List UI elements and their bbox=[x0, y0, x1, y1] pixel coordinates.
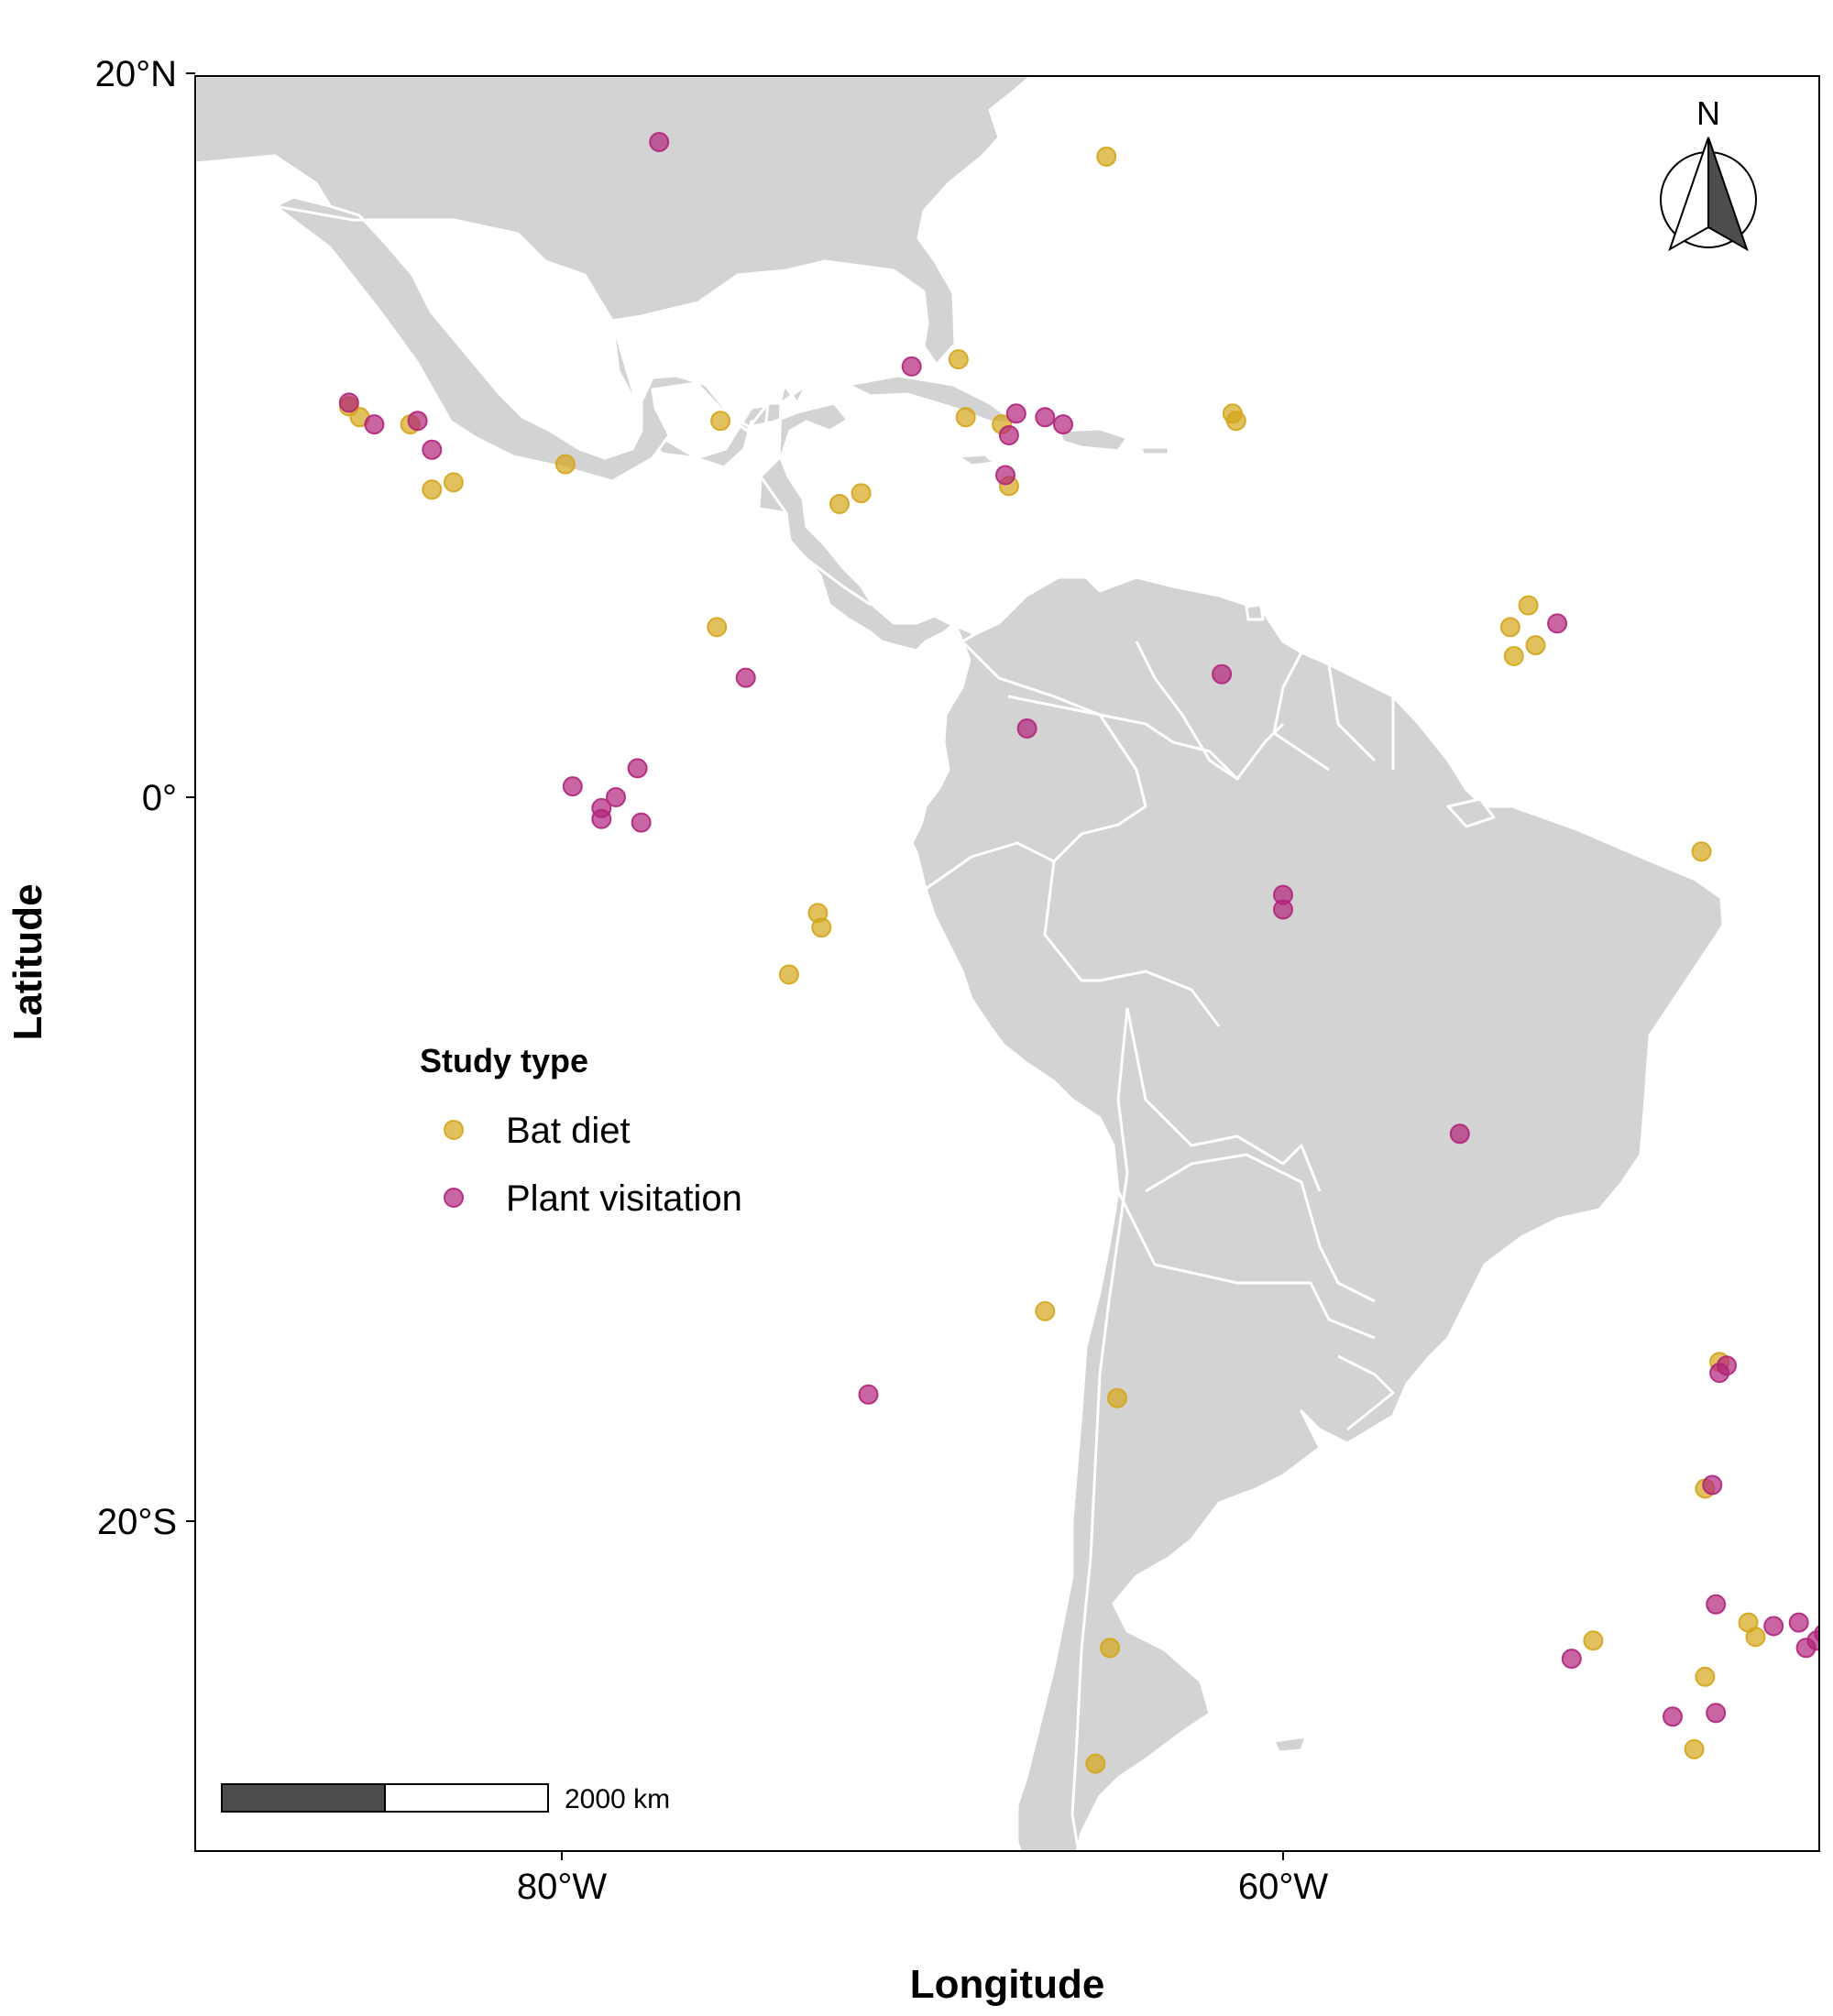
point-bat-diet bbox=[422, 479, 443, 500]
point-plant-visitation bbox=[649, 132, 670, 152]
point-bat-diet bbox=[710, 411, 731, 432]
scale-bar-label: 2000 km bbox=[565, 1784, 670, 1814]
point-bat-diet bbox=[135, 205, 153, 224]
point-bat-diet bbox=[1695, 1666, 1716, 1687]
y-tick-label: 20°S bbox=[97, 1502, 177, 1542]
country-borders bbox=[274, 204, 1395, 1851]
point-bat-diet bbox=[1225, 411, 1246, 432]
point-bat-diet bbox=[443, 472, 464, 493]
y-axis-title: Latitude bbox=[5, 883, 50, 1040]
point-bat-diet bbox=[811, 917, 832, 938]
point-bat-diet bbox=[1100, 1638, 1121, 1659]
point-plant-visitation bbox=[1788, 1612, 1809, 1633]
point-plant-visitation bbox=[1814, 1624, 1819, 1643]
point-bat-diet bbox=[829, 494, 850, 514]
point-bat-diet bbox=[1525, 635, 1546, 656]
point-bat-diet bbox=[1085, 1753, 1106, 1774]
point-bat-diet bbox=[1499, 617, 1520, 638]
point-plant-visitation bbox=[998, 425, 1019, 445]
point-bat-diet bbox=[1684, 1738, 1705, 1759]
point-plant-visitation bbox=[338, 392, 359, 413]
point-bat-diet bbox=[1107, 1387, 1127, 1408]
point-plant-visitation bbox=[1706, 1594, 1727, 1615]
point-plant-visitation bbox=[631, 812, 652, 833]
point-plant-visitation bbox=[1035, 407, 1056, 428]
point-plant-visitation bbox=[606, 787, 626, 807]
legend-title: Study type bbox=[420, 1042, 588, 1079]
point-plant-visitation bbox=[901, 356, 922, 377]
point-bat-diet bbox=[778, 964, 799, 985]
point-bat-diet bbox=[955, 407, 976, 428]
scale-bar: 2000 km bbox=[221, 1783, 670, 1814]
point-plant-visitation bbox=[1663, 1706, 1683, 1727]
point-bat-diet bbox=[1518, 595, 1539, 616]
point-bat-diet bbox=[851, 483, 872, 504]
point-bat-diet bbox=[1503, 646, 1524, 666]
points-layer bbox=[16, 115, 1819, 1774]
point-plant-visitation bbox=[364, 414, 385, 435]
point-plant-visitation bbox=[1763, 1616, 1784, 1637]
south-america-landmass bbox=[910, 575, 1725, 1851]
point-plant-visitation bbox=[1561, 1649, 1582, 1670]
point-plant-visitation bbox=[407, 411, 428, 432]
x-tick-label: 60°W bbox=[1238, 1867, 1328, 1907]
puerto-rico-island bbox=[1139, 445, 1170, 456]
point-bat-diet bbox=[554, 454, 576, 475]
point-plant-visitation bbox=[422, 439, 443, 460]
point-bat-diet bbox=[948, 349, 969, 370]
point-bat-diet bbox=[707, 617, 728, 638]
point-plant-visitation bbox=[1212, 663, 1233, 685]
scale-bar-light-segment bbox=[384, 1783, 549, 1813]
point-bat-diet bbox=[1691, 841, 1712, 862]
point-plant-visitation bbox=[1273, 899, 1293, 920]
x-axis-title: Longitude bbox=[910, 1962, 1105, 2007]
north-arrow-right-half-icon bbox=[1707, 137, 1749, 252]
point-plant-visitation bbox=[1547, 613, 1568, 634]
point-plant-visitation bbox=[1706, 1703, 1727, 1724]
point-plant-visitation bbox=[858, 1384, 879, 1405]
legend-label-bat-diet: Bat diet bbox=[506, 1111, 631, 1151]
point-plant-visitation bbox=[1702, 1474, 1723, 1496]
scale-bar-dark-segment bbox=[221, 1783, 386, 1813]
point-plant-visitation bbox=[1717, 1355, 1737, 1376]
x-axis: 120°W100°W80°W60°W40°W bbox=[517, 1851, 1328, 1907]
point-plant-visitation bbox=[562, 776, 583, 797]
x-tick-label: 80°W bbox=[517, 1867, 607, 1907]
jamaica-island bbox=[956, 453, 996, 467]
point-plant-visitation bbox=[1016, 718, 1037, 739]
point-bat-diet bbox=[1745, 1627, 1766, 1648]
y-tick-label: 0° bbox=[142, 778, 177, 818]
legend: Study type Bat diet Plant visitation bbox=[420, 1042, 742, 1219]
point-plant-visitation bbox=[627, 758, 648, 779]
north-arrow: N bbox=[1660, 94, 1757, 252]
marajo-island bbox=[1446, 797, 1496, 828]
point-bat-diet bbox=[1096, 146, 1117, 167]
y-tick-label: 20°N bbox=[95, 54, 177, 94]
point-plant-visitation bbox=[591, 808, 612, 829]
trinidad-island bbox=[1245, 603, 1265, 621]
point-plant-visitation bbox=[1053, 414, 1073, 435]
legend-swatch-bat-diet bbox=[444, 1120, 464, 1140]
falkland-islands bbox=[1272, 1735, 1308, 1754]
point-bat-diet bbox=[1583, 1630, 1604, 1651]
north-arrow-label: N bbox=[1696, 94, 1720, 132]
point-plant-visitation bbox=[1795, 1638, 1817, 1659]
legend-label-plant-visitation: Plant visitation bbox=[506, 1178, 742, 1219]
point-bat-diet bbox=[1035, 1300, 1056, 1321]
point-plant-visitation bbox=[1005, 403, 1026, 424]
land-layer bbox=[195, 76, 1725, 1851]
hispaniola-island bbox=[1057, 427, 1129, 453]
legend-swatch-plant-visitation bbox=[444, 1188, 464, 1208]
point-plant-visitation bbox=[995, 465, 1015, 486]
point-plant-visitation bbox=[735, 667, 756, 688]
plot-panel-border bbox=[194, 75, 1820, 1852]
point-bat-diet bbox=[16, 115, 34, 133]
y-axis: 40°N20°N0°20°S40°S bbox=[95, 54, 195, 1542]
point-plant-visitation bbox=[1449, 1123, 1470, 1145]
